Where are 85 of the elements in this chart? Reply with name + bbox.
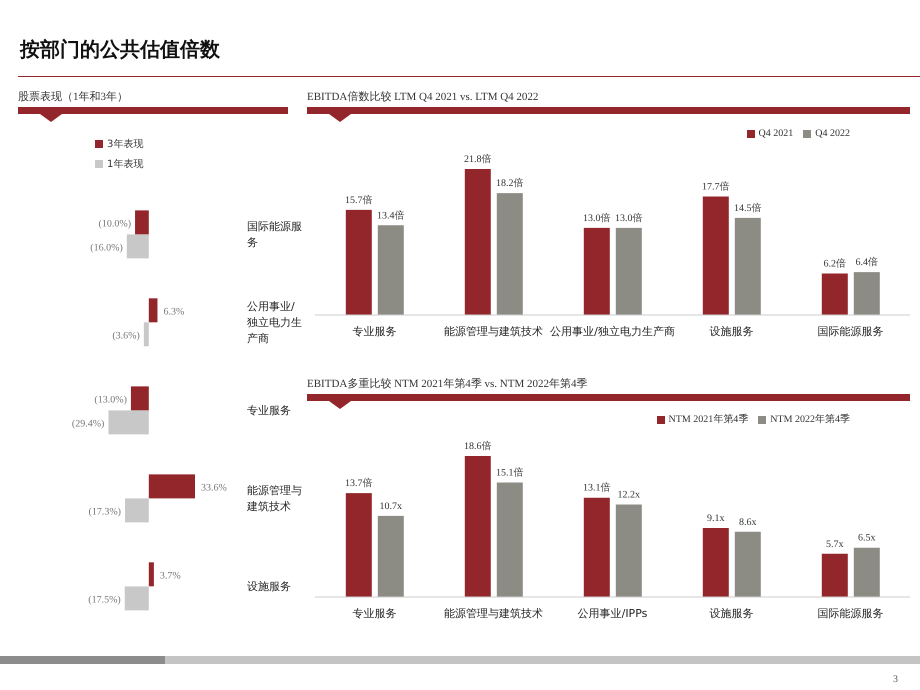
bar <box>378 225 404 315</box>
data-label: 8.6x <box>739 516 757 528</box>
bar <box>822 554 848 597</box>
bar <box>496 193 523 315</box>
y-tick-label: 能源管理与建筑技术 <box>246 484 302 513</box>
data-label: 13.0倍 <box>583 212 611 224</box>
bar <box>148 474 195 498</box>
bar <box>124 586 149 610</box>
data-label: 15.7倍 <box>345 194 373 206</box>
x-tick-label: 能源管理与建筑技术 <box>444 607 543 620</box>
bar <box>616 504 642 597</box>
y-tick-label: 专业服务 <box>247 404 291 417</box>
bar <box>584 228 610 315</box>
data-label: 12.2x <box>618 490 640 501</box>
data-label: 5.7x <box>826 538 844 550</box>
bar <box>464 169 491 315</box>
bar <box>822 273 848 315</box>
bar <box>584 498 610 597</box>
data-label: 15.1倍 <box>496 466 524 479</box>
y-tick-label: 国际能源服务 <box>247 220 302 249</box>
chart-title: EBITDA倍数比较 LTM Q4 2021 vs. LTM Q4 2022 <box>307 90 540 104</box>
data-label: 14.5倍 <box>734 202 762 214</box>
data-label: (17.3%) <box>88 506 122 518</box>
legend-label: Q4 2022 <box>815 128 850 139</box>
bar <box>734 532 761 597</box>
x-tick-label: 公用事业/独立电力生产商 <box>550 325 675 338</box>
data-label: 3.7% <box>160 570 181 582</box>
data-label: 13.0倍 <box>615 212 643 224</box>
data-label: (17.5%) <box>88 594 121 606</box>
data-label: 6.4倍 <box>856 256 878 268</box>
bar <box>346 493 372 597</box>
data-label: 13.4倍 <box>377 209 405 222</box>
data-label: 18.2倍 <box>496 177 524 190</box>
data-label: 21.8倍 <box>464 153 492 165</box>
bar <box>135 210 149 234</box>
bar <box>126 234 149 258</box>
legend-label: NTM 2022年第4季 <box>770 414 850 425</box>
chart-title: 按部门的公共估值倍数 <box>20 36 220 63</box>
bar <box>702 196 729 315</box>
x-tick-label: 公用事业/IPPs <box>578 607 648 620</box>
data-label: 6.5x <box>858 532 876 544</box>
bar <box>378 516 404 597</box>
data-label: (10.0%) <box>98 218 132 230</box>
data-label: 13.1倍 <box>583 482 611 494</box>
data-label: 6.2倍 <box>824 257 846 270</box>
data-label: (29.4%) <box>72 418 104 430</box>
data-label: 17.7倍 <box>702 180 730 192</box>
x-tick-label: 能源管理与建筑技术 <box>444 325 543 338</box>
bar <box>854 548 880 597</box>
data-label: 9.1x <box>707 513 725 524</box>
data-label: 6.3% <box>163 306 184 318</box>
bar <box>702 528 729 597</box>
data-label: (3.6%) <box>112 330 140 342</box>
bar <box>734 218 761 315</box>
x-tick-label: 专业服务 <box>352 607 396 620</box>
x-tick-label: 专业服务 <box>352 325 396 338</box>
bar <box>854 272 880 315</box>
x-tick-label: 设施服务 <box>710 607 754 620</box>
bar <box>346 210 372 315</box>
x-tick-label: 国际能源服务 <box>818 325 884 338</box>
y-tick-label: 设施服务 <box>247 580 291 593</box>
bar <box>464 456 491 597</box>
data-label: (16.0%) <box>90 242 123 254</box>
bar <box>125 498 149 522</box>
bar <box>148 562 154 586</box>
legend-label: NTM 2021年第4季 <box>668 414 748 425</box>
legend-label: Q4 2021 <box>758 128 794 139</box>
data-label: 13.7倍 <box>345 477 373 490</box>
chart-subtitle: 股票表现（1年和3年） <box>18 90 129 104</box>
chart-title: EBITDA多重比较 NTM 2021年第4季 vs. NTM 2022年第4季 <box>307 377 588 391</box>
legend-label: 3年表现 <box>107 139 144 150</box>
legend-label: 1年表现 <box>107 159 144 170</box>
bar <box>616 228 642 315</box>
data-label: 18.6倍 <box>464 440 492 452</box>
bar <box>496 482 523 597</box>
bar <box>148 298 158 322</box>
x-tick-label: 设施服务 <box>710 325 754 338</box>
data-label: 33.6% <box>201 482 227 494</box>
data-label: 10.7x <box>380 500 402 512</box>
bar <box>108 410 149 434</box>
text: 3 <box>893 674 898 685</box>
x-tick-label: 国际能源服务 <box>818 607 884 620</box>
bar <box>144 322 149 346</box>
data-label: (13.0%) <box>94 394 127 406</box>
bar <box>130 386 149 410</box>
